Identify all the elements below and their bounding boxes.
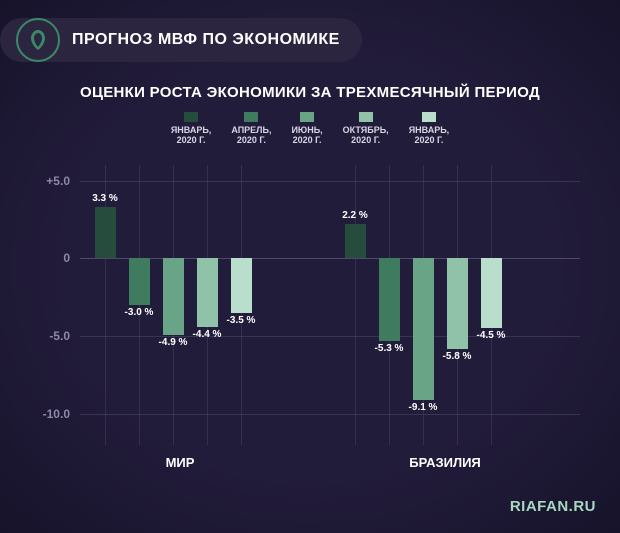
- chart-area: +5.00-5.0-10.03.3 %-3.0 %-4.9 %-4.4 %-3.…: [80, 165, 580, 445]
- bar: [129, 258, 150, 305]
- group-label: БРАЗИЛИЯ: [375, 455, 515, 470]
- y-axis-label: -10.0: [30, 407, 70, 421]
- bar-value-label: -4.4 %: [193, 329, 222, 340]
- legend-swatch: [300, 112, 314, 122]
- bar: [197, 258, 218, 326]
- legend-label: АПРЕЛЬ,2020 Г.: [231, 125, 271, 146]
- bar: [413, 258, 434, 400]
- bar: [447, 258, 468, 348]
- bar-value-label: -3.5 %: [227, 315, 256, 326]
- legend-label: ЯНВАРЬ,2020 Г.: [409, 125, 450, 146]
- bar: [345, 224, 366, 258]
- bar: [379, 258, 400, 340]
- bar-guide-line: [355, 165, 356, 445]
- header-bar: ПРОГНОЗ МВФ ПО ЭКОНОМИКЕ: [0, 18, 620, 62]
- chart-title: ОЦЕНКИ РОСТА ЭКОНОМИКИ ЗА ТРЕХМЕСЯЧНЫЙ П…: [0, 84, 620, 101]
- legend-label: ОКТЯБРЬ,2020 Г.: [343, 125, 389, 146]
- bar-value-label: -4.9 %: [159, 337, 188, 348]
- legend-item: ЯНВАРЬ,2020 Г.: [171, 112, 212, 146]
- gridline: [80, 414, 580, 415]
- bar-guide-line: [139, 165, 140, 445]
- bar-value-label: -5.8 %: [443, 351, 472, 362]
- y-axis-label: 0: [30, 251, 70, 265]
- header-pill: ПРОГНОЗ МВФ ПО ЭКОНОМИКЕ: [0, 18, 362, 62]
- legend-swatch: [184, 112, 198, 122]
- bar-value-label: -9.1 %: [409, 402, 438, 413]
- legend-swatch: [422, 112, 436, 122]
- legend-item: ЯНВАРЬ,2020 Г.: [409, 112, 450, 146]
- footer-text: RIAFAN.RU: [510, 498, 596, 515]
- header-title: ПРОГНОЗ МВФ ПО ЭКОНОМИКЕ: [72, 31, 340, 49]
- bar: [163, 258, 184, 334]
- y-axis-label: +5.0: [30, 174, 70, 188]
- legend-label: ЯНВАРЬ,2020 Г.: [171, 125, 212, 146]
- y-axis-label: -5.0: [30, 329, 70, 343]
- gridline: [80, 181, 580, 182]
- group-label: МИР: [120, 455, 240, 470]
- bar-value-label: 2.2 %: [342, 210, 368, 221]
- logo-icon: [16, 18, 60, 62]
- legend-swatch: [359, 112, 373, 122]
- bar: [95, 207, 116, 258]
- bar-value-label: -5.3 %: [375, 343, 404, 354]
- gridline: [80, 258, 580, 259]
- bar-value-label: 3.3 %: [92, 193, 118, 204]
- bar-value-label: -4.5 %: [477, 330, 506, 341]
- container: ПРОГНОЗ МВФ ПО ЭКОНОМИКЕ ОЦЕНКИ РОСТА ЭК…: [0, 0, 620, 533]
- bar: [231, 258, 252, 312]
- legend-label: ИЮНЬ,2020 Г.: [291, 125, 322, 146]
- bar-value-label: -3.0 %: [125, 307, 154, 318]
- legend-item: АПРЕЛЬ,2020 Г.: [231, 112, 271, 146]
- bar: [481, 258, 502, 328]
- legend-swatch: [244, 112, 258, 122]
- legend-item: ОКТЯБРЬ,2020 Г.: [343, 112, 389, 146]
- legend-item: ИЮНЬ,2020 Г.: [291, 112, 322, 146]
- legend: ЯНВАРЬ,2020 Г. АПРЕЛЬ,2020 Г. ИЮНЬ,2020 Г.…: [0, 112, 620, 146]
